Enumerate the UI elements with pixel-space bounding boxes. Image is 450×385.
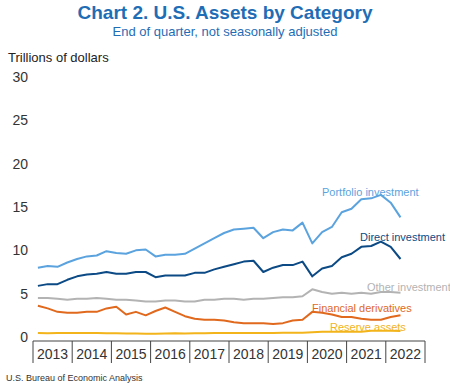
series-line (38, 289, 401, 301)
title: Chart 2. U.S. Assets by Category (78, 2, 373, 23)
x-separator (268, 341, 269, 363)
x-separator (229, 341, 230, 363)
x-separator (346, 341, 347, 363)
x-separator (72, 341, 73, 363)
series-label: Reserve assets (330, 321, 406, 333)
x-separator (111, 341, 112, 363)
source: U.S. Bureau of Economic Analysis (6, 373, 143, 383)
subtitle: End of quarter, not seasonally adjusted (113, 24, 338, 39)
x-separator (150, 341, 151, 363)
series-label: Financial derivatives (312, 302, 412, 314)
x-tick-label: 2014 (76, 346, 107, 362)
y-tick-label: 30 (12, 69, 28, 85)
y-tick-label: 10 (12, 242, 28, 258)
y-tick-label: 20 (12, 156, 28, 172)
x-separator (385, 341, 386, 363)
x-separator (425, 341, 426, 363)
x-separator (33, 341, 34, 363)
x-tick-label: 2022 (390, 346, 421, 362)
series-label: Other investment (367, 281, 450, 293)
series-label: Direct investment (360, 231, 445, 243)
y-axis-label: Trillions of dollars (8, 50, 109, 65)
series-label: Portfolio investment (322, 186, 419, 198)
y-tick-label: 25 (12, 112, 28, 128)
x-tick-label: 2017 (194, 346, 225, 362)
x-separator (189, 341, 190, 363)
y-tick-label: 15 (12, 199, 28, 215)
x-tick-label: 2020 (311, 346, 342, 362)
chart: Chart 2. U.S. Assets by CategoryEnd of q… (0, 0, 450, 385)
x-tick-label: 2018 (233, 346, 264, 362)
x-tick-label: 2015 (115, 346, 146, 362)
x-tick-label: 2021 (351, 346, 382, 362)
x-tick-label: 2016 (155, 346, 186, 362)
series-line (38, 242, 401, 286)
y-tick-label: 0 (20, 329, 28, 345)
x-tick-label: 2013 (37, 346, 68, 362)
y-tick-label: 5 (20, 286, 28, 302)
x-separator (307, 341, 308, 363)
x-tick-label: 2019 (272, 346, 303, 362)
